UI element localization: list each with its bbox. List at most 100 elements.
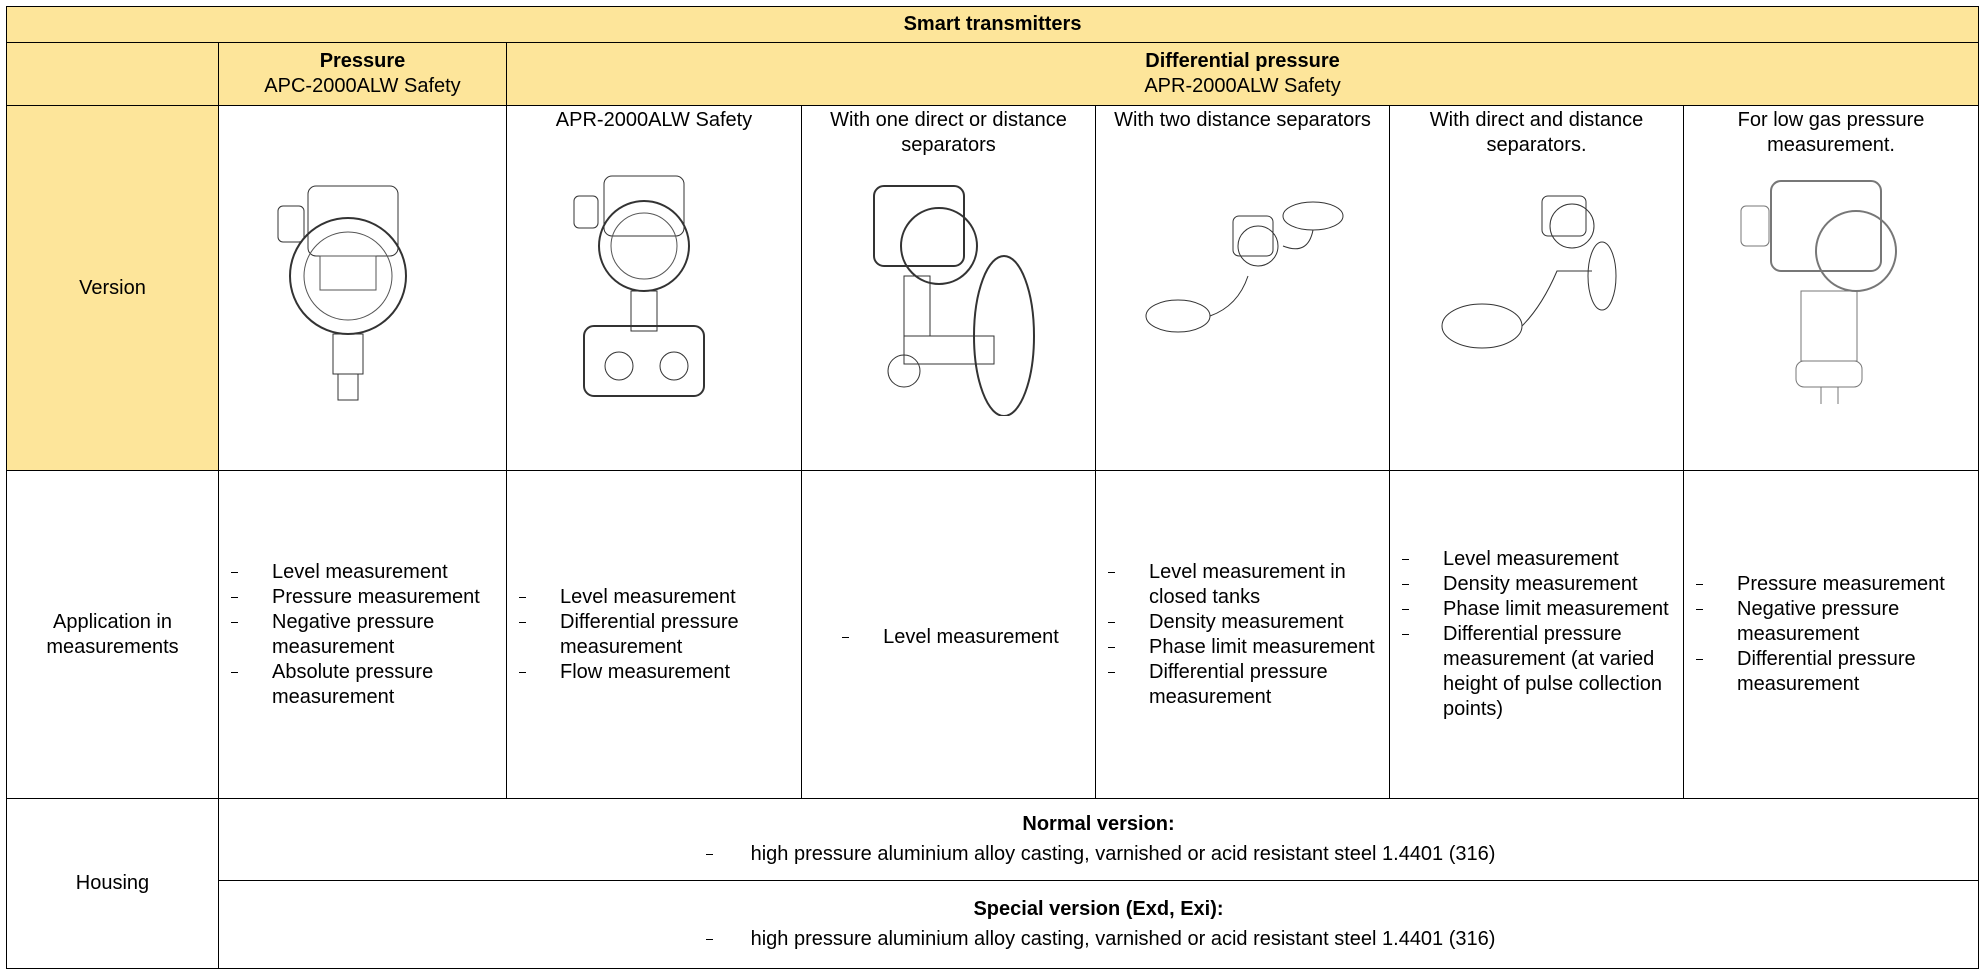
- bullet-dash: [1402, 584, 1409, 585]
- list-item: Pressure measurement: [1692, 572, 1970, 597]
- bullet-dash: [1108, 671, 1115, 673]
- table-row: Smart transmitters: [5, 6, 1980, 43]
- table-title: Smart transmitters: [903, 13, 1082, 35]
- list-text: Level measurement: [272, 560, 448, 583]
- version-cell: With one direct or distance separators: [801, 105, 1096, 471]
- list-item: Phase limit measurement: [1104, 635, 1381, 660]
- bullet-dash: [1402, 559, 1409, 560]
- table-row: Application in measurements Level measure…: [6, 470, 1980, 799]
- application-cell: Level measurement in closed tanks Density…: [1095, 470, 1390, 799]
- row-label: Version: [79, 276, 146, 299]
- product-sketch: [1398, 166, 1675, 416]
- housing-cell: Normal version: high pressure aluminium a…: [217, 798, 1980, 881]
- housing-cell: Special version (Exd, Exi): high pressure…: [217, 880, 1980, 969]
- list-text: Differential pressure measurement: [560, 610, 739, 658]
- version-cell: APR-2000ALW Safety: [506, 105, 802, 471]
- bullet-dash: [1696, 659, 1703, 660]
- table-row: Version APR-2000ALW Safety With one direct…: [6, 105, 1980, 471]
- version-cell: [218, 105, 507, 471]
- version-caption: With two distance separators: [1114, 109, 1371, 131]
- application-cell: Pressure measurement Negative pressure me…: [1682, 470, 1980, 799]
- application-list: Level measurement Pressure measurement Neg…: [227, 560, 498, 710]
- application-list: Level measurement in closed tanks Density…: [1104, 560, 1381, 710]
- list-item: Differential pressure measurement: [1104, 660, 1381, 710]
- group-subtitle: APR-2000ALW Safety: [1144, 75, 1341, 97]
- row-label: Application in measurements: [46, 610, 179, 658]
- list-text: Negative pressure measurement: [272, 610, 435, 658]
- housing-item: high pressure aluminium alloy casting, v…: [702, 927, 1496, 952]
- list-item: Level measurement: [838, 625, 1059, 650]
- list-item: Negative pressure measurement: [227, 610, 498, 660]
- application-list: Level measurement Differential pressure m…: [515, 585, 793, 685]
- list-text: Negative pressure measurement: [1737, 598, 1900, 645]
- product-image: [872, 185, 1035, 416]
- product-image: [573, 175, 705, 397]
- row-label-cell: Application in measurements: [6, 470, 219, 799]
- row-label: Housing: [75, 872, 150, 894]
- list-item: Level measurement: [515, 585, 793, 610]
- title-cell: Smart transmitters: [5, 6, 1980, 43]
- bullet-dash: [1696, 584, 1703, 585]
- list-text: Differential pressure measurement: [1737, 648, 1916, 695]
- list-item: Pressure measurement: [227, 585, 498, 610]
- version-caption: With one direct or distance separators: [830, 109, 1067, 156]
- version-caption: For low gas pressure measurement.: [1737, 109, 1925, 156]
- list-text: Phase limit measurement: [1149, 635, 1375, 658]
- product-sketch: [1104, 166, 1381, 416]
- list-text: Level measurement: [560, 585, 736, 608]
- list-item: Level measurement: [227, 560, 498, 585]
- group-title: Differential pressure: [1145, 50, 1340, 72]
- row-label-cell: Housing: [6, 798, 219, 969]
- list-item: Negative pressure measurement: [1692, 597, 1970, 647]
- list-text: Phase limit measurement: [1443, 598, 1669, 620]
- group-title: Pressure: [319, 50, 406, 72]
- housing-text: high pressure aluminium alloy casting, v…: [750, 928, 1496, 950]
- bullet-dash: [705, 854, 713, 855]
- list-text: Differential pressure measurement (at va…: [1443, 623, 1663, 720]
- product-sketch: [227, 161, 498, 421]
- bullet-dash: [842, 636, 850, 638]
- version-cell: For low gas pressure measurement.: [1682, 105, 1980, 471]
- list-text: Density measurement: [1443, 573, 1638, 595]
- application-cell: Level measurement Differential pressure m…: [506, 470, 802, 799]
- group-header: Differential pressure APR-2000ALW Safety: [505, 42, 1980, 106]
- bullet-dash: [1696, 609, 1703, 610]
- version-caption: With direct and distance separators.: [1429, 109, 1644, 156]
- bullet-dash: [1402, 634, 1409, 635]
- product-sketch: [810, 166, 1087, 416]
- list-text: Level measurement: [1443, 548, 1619, 570]
- bullet-dash: [519, 621, 526, 623]
- application-list: Level measurement: [838, 625, 1059, 650]
- product-sketch: [515, 166, 793, 416]
- housing-title: Special version (Exd, Exi):: [973, 898, 1224, 920]
- bullet-dash: [1108, 621, 1115, 623]
- bullet-dash: [231, 621, 238, 623]
- bullet-dash: [1402, 609, 1409, 610]
- bullet-dash: [705, 939, 713, 940]
- version-caption: APR-2000ALW Safety: [555, 109, 753, 131]
- list-text: Density measurement: [1149, 610, 1344, 633]
- list-text: Pressure measurement: [1737, 573, 1945, 595]
- bullet-dash: [519, 596, 526, 598]
- list-item: Differential pressure measurement (at va…: [1398, 622, 1675, 722]
- housing-item: high pressure aluminium alloy casting, v…: [702, 842, 1495, 867]
- bullet-dash: [1108, 571, 1115, 573]
- application-cell: Level measurement: [801, 470, 1096, 799]
- list-text: Flow measurement: [560, 660, 731, 683]
- list-item: Absolute pressure measurement: [227, 660, 498, 710]
- group-subtitle: APC-2000ALW Safety: [264, 75, 461, 97]
- version-cell: With direct and distance separators.: [1389, 105, 1684, 471]
- application-cell: Level measurement Density measurement Phas…: [1389, 470, 1684, 799]
- list-item: Density measurement: [1104, 610, 1381, 635]
- bullet-dash: [231, 596, 238, 598]
- list-item: Level measurement: [1398, 547, 1675, 572]
- list-item: Differential pressure measurement: [515, 610, 793, 660]
- list-text: Level measurement in closed tanks: [1149, 560, 1346, 608]
- list-item: Differential pressure measurement: [1692, 647, 1970, 697]
- bullet-dash: [231, 671, 238, 673]
- product-image: [1740, 180, 1898, 404]
- product-sketch: [1692, 166, 1970, 416]
- application-list: Pressure measurement Negative pressure me…: [1692, 572, 1970, 697]
- list-text: Differential pressure measurement: [1149, 660, 1328, 708]
- list-text: Level measurement: [883, 625, 1059, 648]
